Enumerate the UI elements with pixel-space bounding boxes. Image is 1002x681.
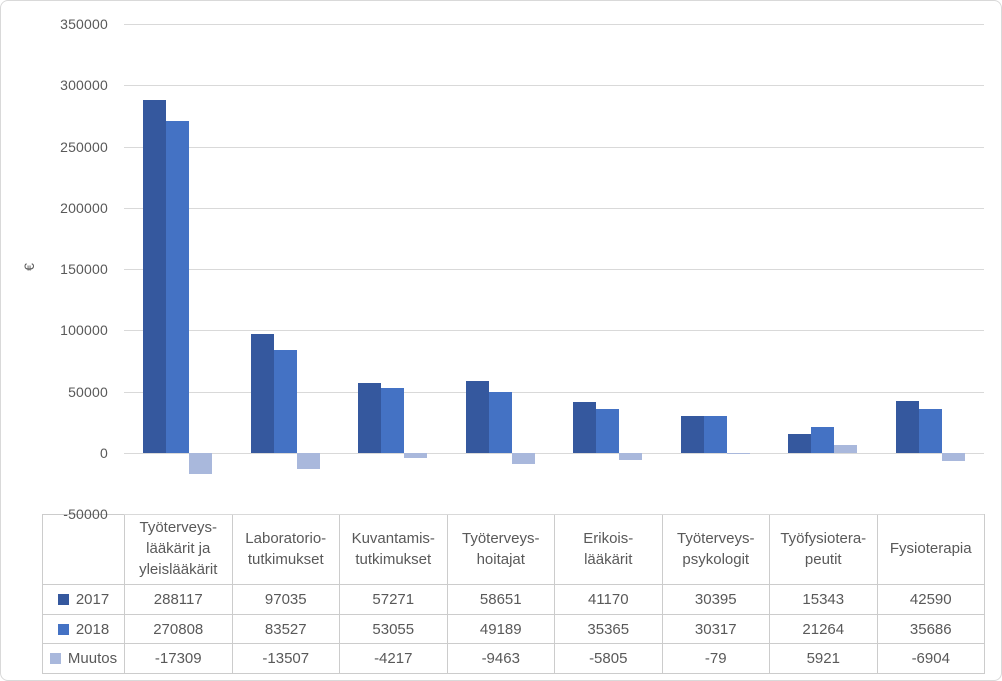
table-value-cell: 30317 — [661, 613, 770, 645]
table-value-cell: 5921 — [769, 643, 878, 675]
bar-2017 — [680, 415, 704, 453]
table-header-cell: Erikois- lääkärit — [554, 514, 663, 585]
table-value-cell: 83527 — [231, 613, 340, 645]
gridline — [124, 330, 984, 332]
bar-Muutos — [511, 452, 535, 465]
table-value-cell: -9463 — [446, 643, 555, 675]
legend-item-2017: 2017 — [42, 584, 125, 615]
bar-Muutos — [834, 445, 858, 453]
table-value-cell: -5805 — [554, 643, 663, 675]
table-header-cell: Laboratorio- tutkimukset — [231, 514, 340, 585]
y-axis-tick-label: 100000 — [60, 322, 108, 339]
table-value-cell: 21264 — [769, 613, 878, 645]
bar-2018 — [381, 387, 405, 453]
table-value-cell: -79 — [661, 643, 770, 675]
gridline — [124, 24, 984, 25]
bar-2017 — [573, 402, 597, 453]
table-value-cell: -6904 — [876, 643, 985, 675]
y-axis-tick-label: 150000 — [60, 261, 108, 277]
table-value-cell: -17309 — [124, 643, 233, 675]
gridline — [124, 391, 984, 393]
legend-swatch-icon — [57, 593, 69, 605]
y-axis-tick-label: 250000 — [60, 138, 108, 155]
y-axis-tick-label: 200000 — [60, 199, 108, 216]
bar-2018 — [273, 350, 297, 453]
table-value-cell: 288117 — [124, 584, 233, 615]
bar-Muutos — [189, 452, 213, 474]
table-value-cell: -4217 — [339, 643, 448, 675]
legend-label: 2017 — [75, 590, 110, 608]
table-value-cell: 57271 — [339, 584, 448, 615]
table-header-cell: Työfysiotera- peutit — [769, 514, 878, 585]
bar-Muutos — [404, 452, 428, 458]
gridline — [124, 146, 984, 148]
table-value-cell: 35365 — [554, 613, 663, 645]
y-axis-tick-label: 350000 — [60, 16, 108, 32]
table-corner-cell — [42, 514, 125, 585]
y-axis-tick-label: 300000 — [60, 77, 108, 94]
table-header-cell: Työterveys- hoitajat — [446, 514, 555, 585]
bar-2017 — [358, 382, 382, 453]
legend-label: Muutos — [67, 650, 118, 668]
table-header-cell: Fysioterapia — [876, 514, 985, 585]
table-value-cell: 15343 — [769, 584, 878, 615]
bar-2017 — [143, 99, 167, 453]
y-axis-tick-label: 0 — [100, 444, 108, 461]
bar-2018 — [703, 415, 727, 453]
bar-2017 — [250, 333, 274, 453]
table-value-cell: 270808 — [124, 613, 233, 645]
table-header-cell: Työterveys- lääkärit ja yleislääkärit — [124, 514, 233, 585]
legend-label: 2018 — [75, 620, 110, 638]
legend-item-Muutos: Muutos — [42, 643, 125, 675]
table-value-cell: 97035 — [231, 584, 340, 615]
legend-item-2018: 2018 — [42, 613, 125, 645]
gridline — [124, 514, 984, 515]
table-value-cell: 35686 — [876, 613, 985, 645]
gridline — [124, 207, 984, 209]
table-value-cell: 53055 — [339, 613, 448, 645]
bar-2018 — [166, 121, 190, 453]
bar-2018 — [811, 426, 835, 453]
gridline — [124, 85, 984, 87]
chart-data-table: Työterveys- lääkärit ja yleislääkärit Lab… — [42, 514, 985, 675]
y-axis-tick-label: 50000 — [68, 383, 108, 400]
y-axis-tick-label: -50000 — [63, 506, 108, 522]
table-header-cell: Työterveys- psykologit — [661, 514, 770, 585]
bar-2017 — [895, 400, 919, 453]
table-value-cell: 49189 — [446, 613, 555, 645]
table-header-cell: Kuvantamis- tutkimukset — [339, 514, 448, 585]
bar-Muutos — [941, 452, 965, 462]
bar-2017 — [788, 433, 812, 453]
bar-Muutos — [296, 452, 320, 470]
legend-swatch-icon — [57, 623, 69, 635]
table-value-cell: 42590 — [876, 584, 985, 615]
bar-2018 — [918, 409, 942, 453]
bar-2017 — [465, 380, 489, 453]
gridline — [124, 452, 984, 454]
table-value-cell: 41170 — [554, 584, 663, 615]
bar-Muutos — [619, 452, 643, 460]
bar-2018 — [596, 409, 620, 453]
table-value-cell: -13507 — [231, 643, 340, 675]
bar-2018 — [488, 392, 512, 453]
legend-swatch-icon — [49, 653, 61, 665]
table-value-cell: 30395 — [661, 584, 770, 615]
table-value-cell: 58651 — [446, 584, 555, 615]
gridline — [124, 269, 984, 270]
